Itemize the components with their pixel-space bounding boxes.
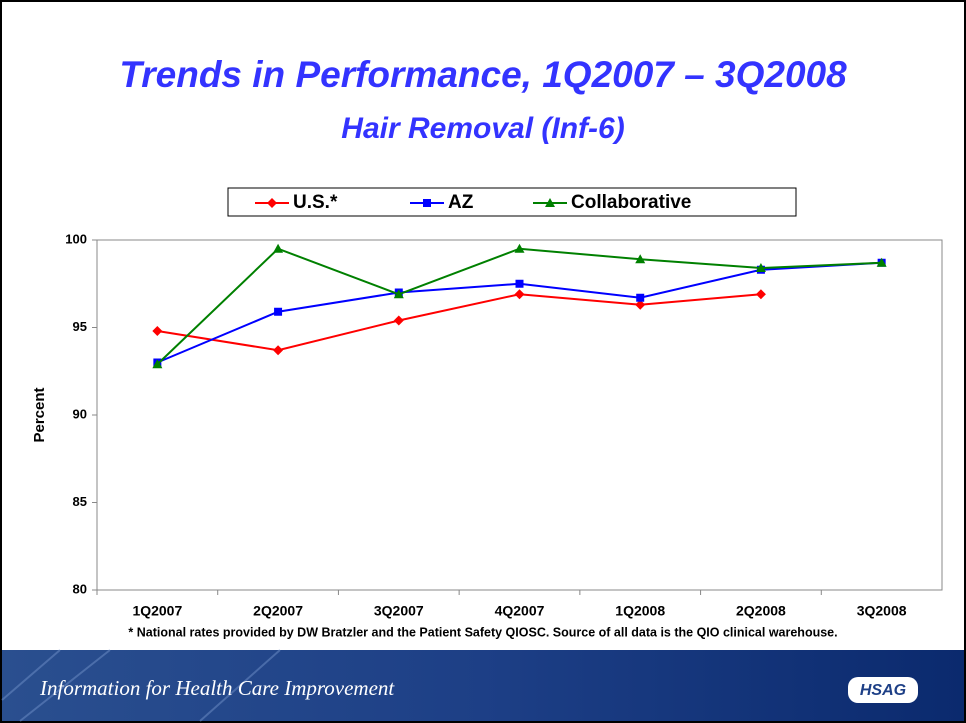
footnote: * National rates provided by DW Bratzler… — [128, 625, 837, 639]
legend-box — [227, 187, 797, 217]
data-point — [514, 289, 525, 300]
data-point — [514, 243, 525, 253]
data-point — [393, 315, 404, 326]
data-point — [876, 257, 887, 267]
legend-marker — [267, 198, 277, 208]
data-point — [755, 263, 766, 272]
y-tick-label: 95 — [73, 319, 87, 334]
data-point — [152, 326, 163, 336]
data-point — [635, 254, 646, 264]
data-point — [273, 345, 284, 356]
data-point — [393, 289, 404, 299]
legend-label: U.S.* — [293, 192, 338, 213]
y-tick-label: 80 — [73, 581, 87, 596]
data-point — [274, 307, 283, 316]
logo: HSAG — [860, 682, 906, 699]
logo-badge — [848, 677, 918, 703]
y-tick-label: 100 — [65, 231, 87, 246]
footer-band — [2, 650, 964, 721]
data-point — [515, 279, 524, 288]
chart-title: Trends in Performance, 1Q2007 – 3Q2008 — [119, 54, 847, 95]
series-line — [157, 293, 762, 352]
x-tick-label: 3Q2007 — [374, 603, 424, 619]
data-point — [636, 293, 645, 302]
legend-marker — [423, 199, 431, 207]
footer-decor — [1, 649, 281, 722]
x-tick-label: 2Q2007 — [253, 603, 303, 619]
y-tick-label: 85 — [73, 494, 87, 509]
legend-label: Collaborative — [571, 192, 691, 213]
y-tick-label: 90 — [73, 406, 87, 421]
legend-marker — [545, 198, 555, 207]
x-tick-label: 3Q2008 — [857, 603, 907, 619]
legend-label: AZ — [448, 192, 474, 213]
chart-subtitle: Hair Removal (Inf-6) — [341, 112, 624, 145]
data-point — [635, 299, 646, 310]
x-tick-label: 4Q2007 — [495, 603, 545, 619]
data-point — [152, 359, 163, 369]
x-tick-label: 1Q2008 — [615, 603, 665, 619]
x-tick-label: 2Q2008 — [736, 603, 786, 619]
footer-tagline: Information for Health Care Improvement — [39, 676, 395, 700]
x-tick-label: 1Q2007 — [132, 603, 182, 619]
data-point — [755, 289, 766, 300]
y-axis-label: Percent — [31, 387, 48, 442]
data-point — [273, 243, 284, 253]
